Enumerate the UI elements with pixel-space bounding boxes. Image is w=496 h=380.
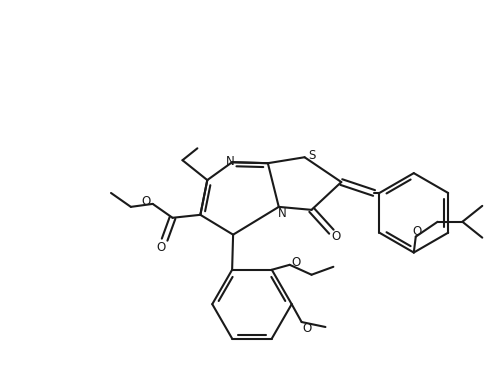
Text: N: N bbox=[226, 155, 235, 168]
Text: O: O bbox=[412, 225, 422, 238]
Text: S: S bbox=[308, 149, 315, 162]
Text: O: O bbox=[302, 323, 311, 336]
Text: O: O bbox=[156, 241, 165, 254]
Text: N: N bbox=[278, 207, 287, 220]
Text: O: O bbox=[332, 230, 341, 243]
Text: O: O bbox=[141, 195, 150, 208]
Text: O: O bbox=[291, 256, 300, 269]
